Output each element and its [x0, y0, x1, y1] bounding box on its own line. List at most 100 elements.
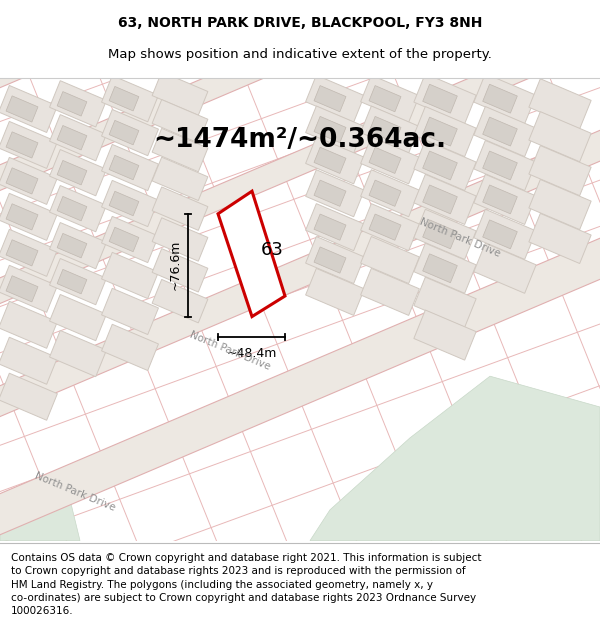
Polygon shape — [57, 161, 87, 185]
Polygon shape — [310, 376, 600, 541]
Polygon shape — [361, 75, 419, 122]
Polygon shape — [0, 121, 58, 169]
Polygon shape — [529, 213, 591, 264]
Polygon shape — [305, 268, 364, 316]
Polygon shape — [101, 109, 158, 156]
Polygon shape — [314, 214, 346, 240]
Polygon shape — [6, 168, 38, 194]
Polygon shape — [0, 229, 58, 276]
Polygon shape — [6, 276, 38, 302]
Polygon shape — [482, 151, 517, 180]
Polygon shape — [422, 185, 457, 214]
Polygon shape — [50, 81, 106, 127]
Polygon shape — [0, 301, 58, 348]
Polygon shape — [109, 191, 139, 216]
Polygon shape — [6, 204, 38, 230]
Polygon shape — [0, 109, 600, 438]
Polygon shape — [57, 233, 87, 258]
Polygon shape — [218, 191, 285, 317]
Text: Map shows position and indicative extent of the property.: Map shows position and indicative extent… — [108, 48, 492, 61]
Polygon shape — [482, 185, 517, 214]
Polygon shape — [101, 253, 158, 299]
Polygon shape — [50, 186, 106, 232]
Polygon shape — [305, 137, 364, 184]
Polygon shape — [50, 222, 106, 269]
Text: ~1474m²/~0.364ac.: ~1474m²/~0.364ac. — [154, 127, 446, 152]
Polygon shape — [529, 146, 591, 196]
Polygon shape — [101, 181, 158, 227]
Polygon shape — [152, 249, 208, 292]
Polygon shape — [482, 220, 517, 249]
Polygon shape — [314, 86, 346, 112]
Polygon shape — [314, 116, 346, 142]
Polygon shape — [414, 310, 476, 360]
Polygon shape — [474, 141, 536, 191]
Polygon shape — [369, 180, 401, 206]
Polygon shape — [0, 0, 600, 109]
Polygon shape — [0, 265, 58, 312]
Polygon shape — [152, 279, 208, 323]
Polygon shape — [422, 220, 457, 249]
Polygon shape — [369, 214, 401, 240]
Polygon shape — [422, 254, 457, 282]
Polygon shape — [101, 288, 158, 334]
Polygon shape — [474, 74, 536, 124]
Polygon shape — [0, 373, 58, 420]
Polygon shape — [0, 1, 600, 325]
Polygon shape — [6, 96, 38, 122]
Polygon shape — [414, 174, 476, 224]
Text: North Park Drive: North Park Drive — [188, 329, 272, 372]
Polygon shape — [101, 324, 158, 371]
Polygon shape — [474, 243, 536, 293]
Text: North Park Drive: North Park Drive — [33, 470, 117, 512]
Polygon shape — [0, 338, 58, 384]
Polygon shape — [361, 137, 419, 184]
Polygon shape — [414, 209, 476, 259]
Polygon shape — [361, 268, 419, 316]
Polygon shape — [109, 228, 139, 252]
Polygon shape — [305, 204, 364, 251]
Polygon shape — [305, 170, 364, 217]
Polygon shape — [414, 243, 476, 293]
Polygon shape — [474, 106, 536, 157]
Text: North Park Drive: North Park Drive — [418, 216, 502, 259]
Polygon shape — [474, 174, 536, 224]
Polygon shape — [101, 144, 158, 191]
Polygon shape — [422, 84, 457, 113]
Polygon shape — [482, 84, 517, 113]
Polygon shape — [57, 92, 87, 116]
Polygon shape — [6, 240, 38, 266]
Polygon shape — [152, 157, 208, 201]
Polygon shape — [109, 155, 139, 180]
Polygon shape — [50, 114, 106, 161]
Polygon shape — [305, 75, 364, 122]
Polygon shape — [414, 74, 476, 124]
Polygon shape — [152, 128, 208, 172]
Polygon shape — [101, 76, 158, 122]
Polygon shape — [314, 148, 346, 174]
Polygon shape — [101, 216, 158, 262]
Polygon shape — [369, 116, 401, 142]
Text: 63: 63 — [260, 241, 283, 259]
Polygon shape — [474, 209, 536, 259]
Polygon shape — [361, 236, 419, 284]
Polygon shape — [414, 106, 476, 157]
Polygon shape — [414, 277, 476, 328]
Polygon shape — [152, 187, 208, 231]
Polygon shape — [6, 132, 38, 158]
Polygon shape — [152, 99, 208, 143]
Polygon shape — [422, 151, 457, 180]
Polygon shape — [314, 180, 346, 206]
Polygon shape — [414, 141, 476, 191]
Polygon shape — [0, 489, 80, 541]
Polygon shape — [57, 196, 87, 221]
Polygon shape — [529, 179, 591, 229]
Polygon shape — [305, 236, 364, 284]
Polygon shape — [57, 269, 87, 294]
Text: ~76.6m: ~76.6m — [169, 240, 182, 291]
Polygon shape — [109, 86, 139, 111]
Polygon shape — [152, 217, 208, 261]
Polygon shape — [314, 247, 346, 273]
Polygon shape — [369, 148, 401, 174]
Polygon shape — [0, 193, 58, 241]
